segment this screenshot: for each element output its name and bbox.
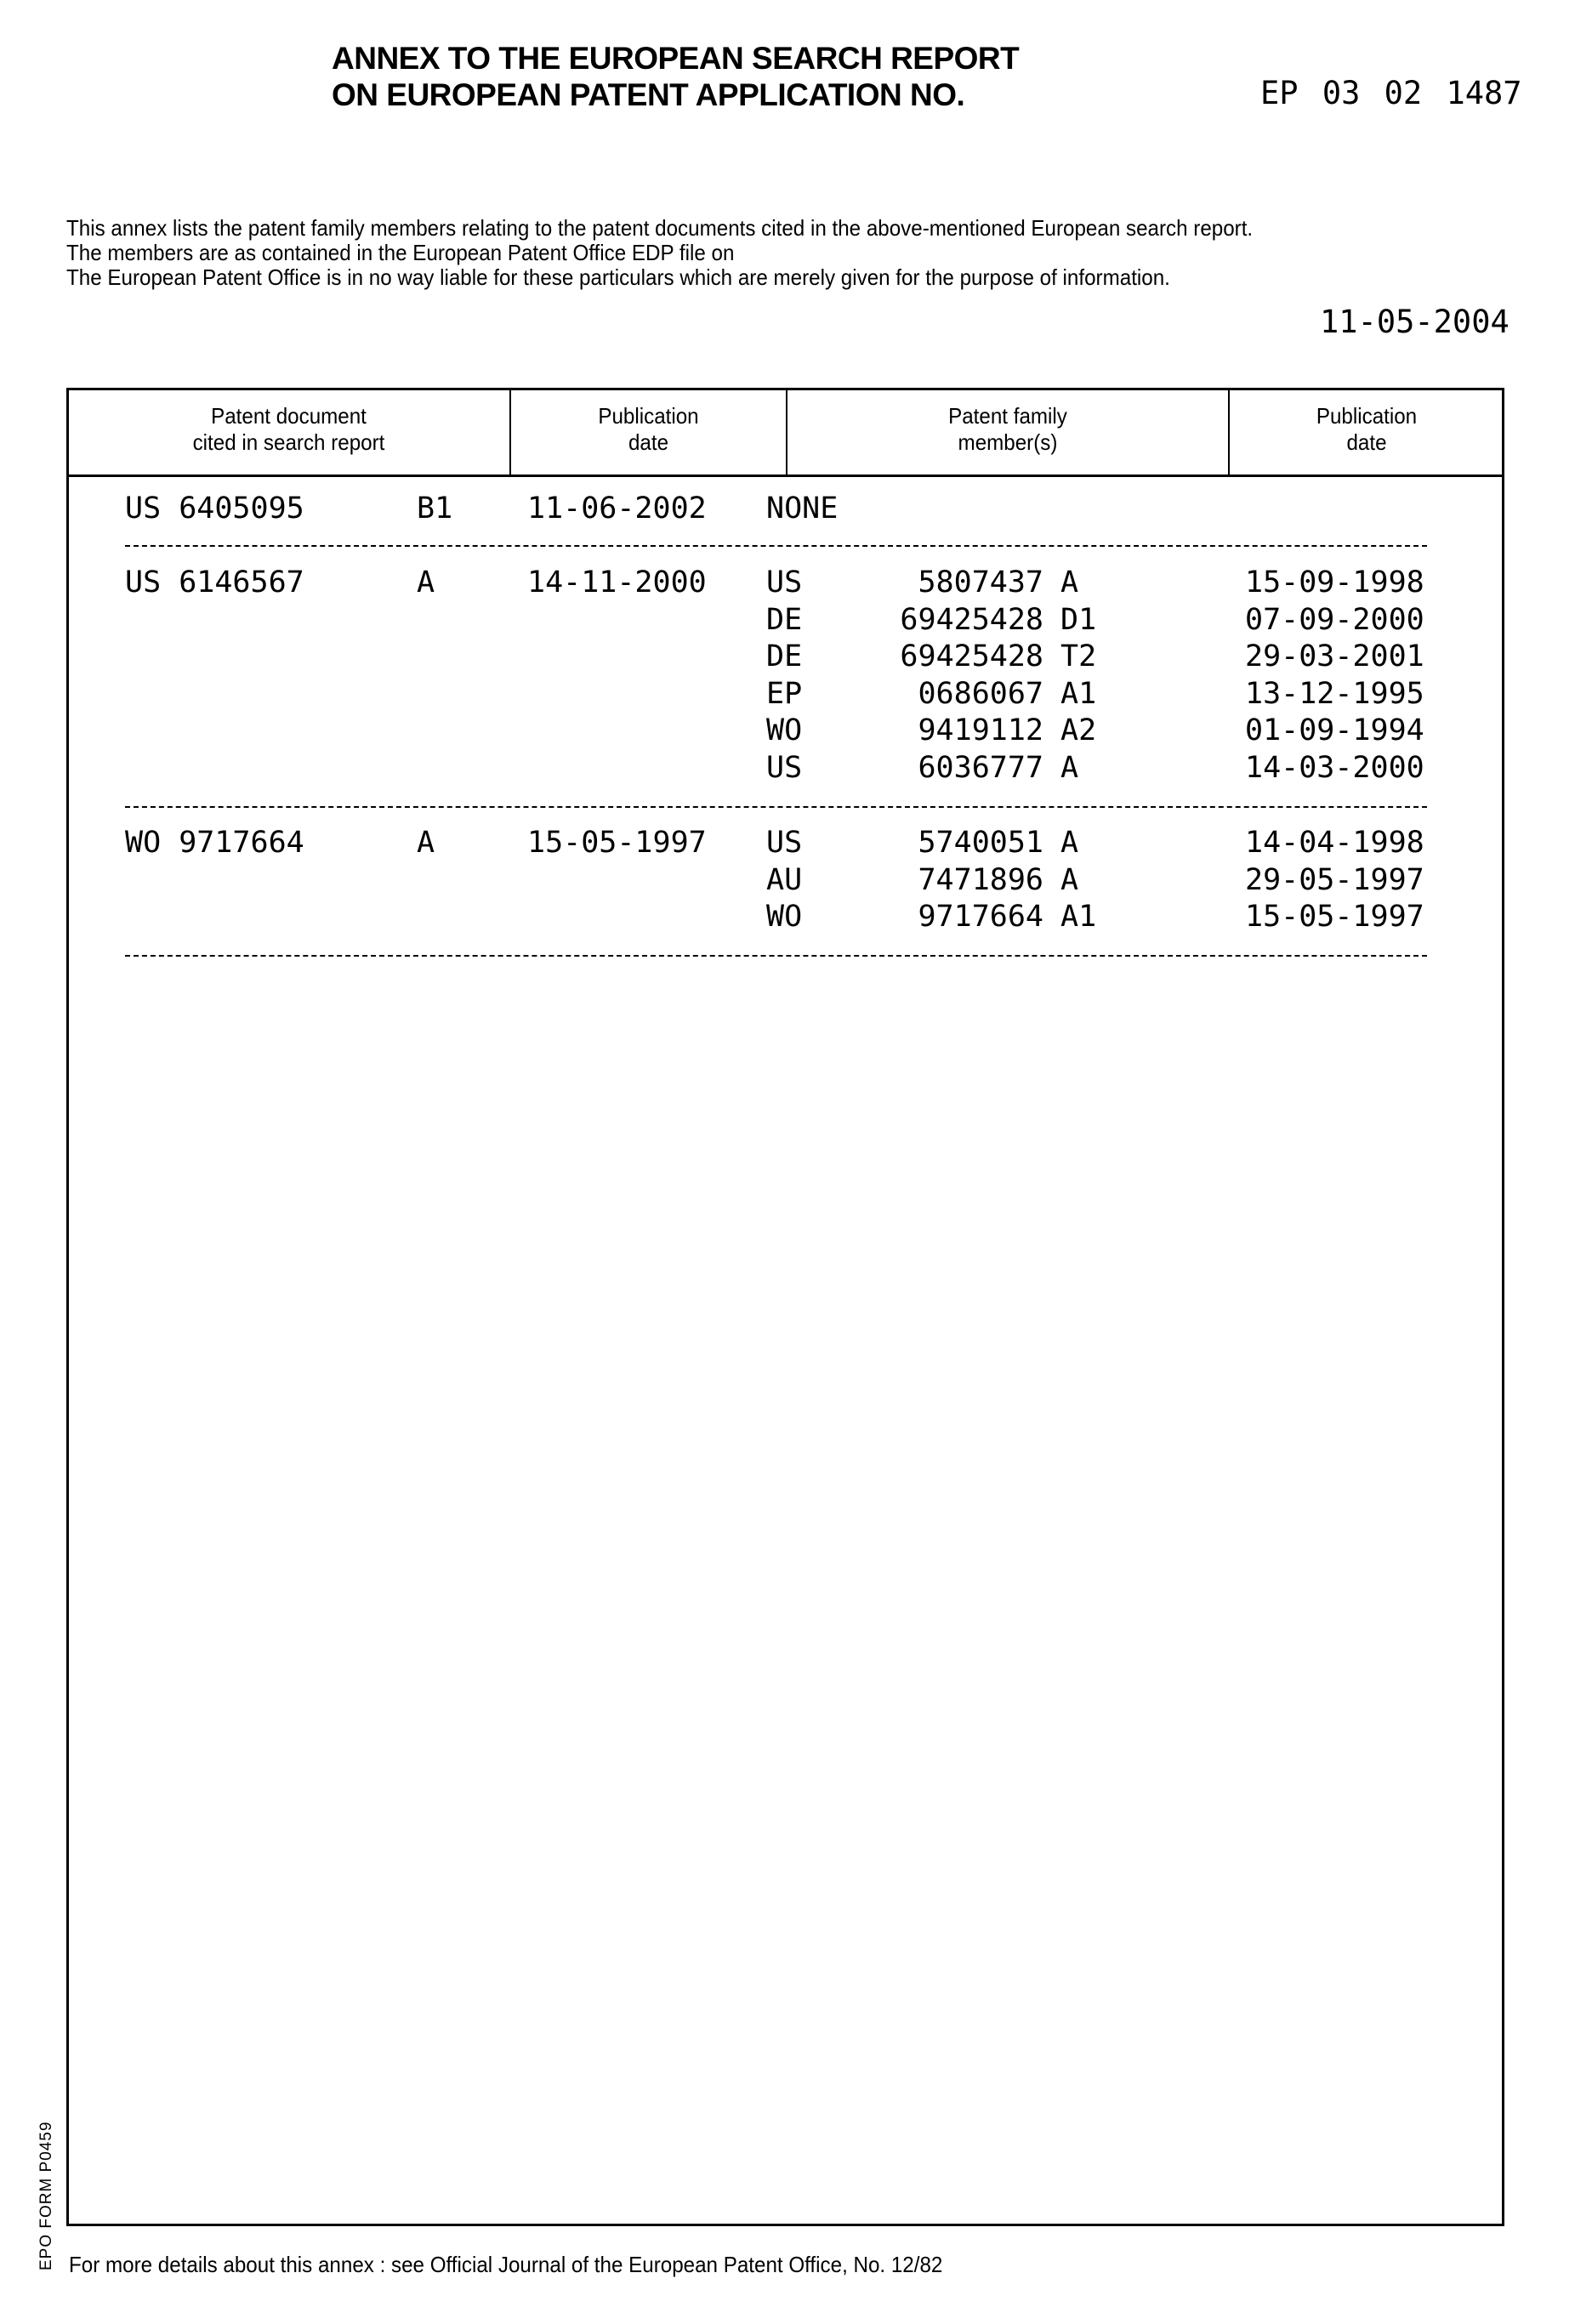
member-number: 6036777 bbox=[839, 751, 1043, 785]
header-text: Publication bbox=[1239, 403, 1493, 429]
member-country: US bbox=[766, 565, 802, 599]
member-date: 29-05-1997 bbox=[1245, 863, 1424, 897]
cited-kind: A bbox=[417, 826, 435, 860]
member-country: EP bbox=[766, 677, 802, 711]
member-date: 01-09-1994 bbox=[1245, 713, 1424, 747]
column-divider bbox=[509, 388, 511, 476]
header-text: date bbox=[520, 429, 776, 456]
cited-date: 15-05-1997 bbox=[527, 826, 707, 860]
member-date: 14-04-1998 bbox=[1245, 826, 1424, 860]
member-date: 29-03-2001 bbox=[1245, 639, 1424, 673]
member-country: WO bbox=[766, 900, 802, 934]
header-text: Patent family bbox=[803, 403, 1213, 429]
header-patent-document: Patent document cited in search report bbox=[83, 403, 494, 456]
cited-date: 14-11-2000 bbox=[527, 565, 707, 599]
cited-document: WO 9717664 bbox=[125, 826, 304, 860]
member-country: NONE bbox=[766, 492, 838, 526]
dashed-separator bbox=[125, 806, 1427, 808]
member-kind: A bbox=[1060, 863, 1078, 897]
header-text: member(s) bbox=[803, 429, 1213, 456]
member-kind: D1 bbox=[1060, 603, 1096, 637]
cited-document: US 6405095 bbox=[125, 492, 304, 526]
dashed-separator bbox=[125, 545, 1427, 547]
report-date: 11-05-2004 bbox=[1320, 304, 1510, 340]
member-number: 69425428 bbox=[839, 639, 1043, 673]
member-country: US bbox=[766, 826, 802, 860]
header-text: Patent document bbox=[83, 403, 494, 429]
footer-note: For more details about this annex : see … bbox=[69, 2252, 942, 2278]
cited-date: 11-06-2002 bbox=[527, 492, 707, 526]
member-kind: A bbox=[1060, 826, 1078, 860]
dashed-separator bbox=[125, 955, 1427, 957]
member-country: US bbox=[766, 751, 802, 785]
member-number: 0686067 bbox=[839, 677, 1043, 711]
header-text: date bbox=[1239, 429, 1493, 456]
header-member-publication-date: Publication date bbox=[1239, 403, 1493, 456]
column-divider bbox=[786, 388, 787, 476]
application-number: EP 03 02 1487 bbox=[1260, 75, 1522, 111]
intro-line-2: The members are as contained in the Euro… bbox=[66, 240, 734, 266]
member-number: 69425428 bbox=[839, 603, 1043, 637]
header-text: Publication bbox=[520, 403, 776, 429]
column-divider bbox=[1228, 388, 1230, 476]
title-line-2: ON EUROPEAN PATENT APPLICATION NO. bbox=[332, 77, 964, 113]
cited-document: US 6146567 bbox=[125, 565, 304, 599]
member-number: 7471896 bbox=[839, 863, 1043, 897]
member-kind: A2 bbox=[1060, 713, 1096, 747]
member-date: 15-09-1998 bbox=[1245, 565, 1424, 599]
header-family-members: Patent family member(s) bbox=[803, 403, 1213, 456]
cited-kind: B1 bbox=[417, 492, 452, 526]
member-kind: A1 bbox=[1060, 900, 1096, 934]
member-date: 13-12-1995 bbox=[1245, 677, 1424, 711]
member-country: WO bbox=[766, 713, 802, 747]
member-kind: A bbox=[1060, 565, 1078, 599]
header-publication-date: Publication date bbox=[520, 403, 776, 456]
member-date: 15-05-1997 bbox=[1245, 900, 1424, 934]
intro-line-1: This annex lists the patent family membe… bbox=[66, 215, 1253, 241]
cited-kind: A bbox=[417, 565, 435, 599]
form-id: EPO FORM P0459 bbox=[37, 2121, 56, 2270]
member-kind: T2 bbox=[1060, 639, 1096, 673]
member-number: 9717664 bbox=[839, 900, 1043, 934]
member-number: 5807437 bbox=[839, 565, 1043, 599]
member-country: DE bbox=[766, 603, 802, 637]
intro-line-3: The European Patent Office is in no way … bbox=[66, 264, 1170, 291]
member-number: 9419112 bbox=[839, 713, 1043, 747]
member-number: 5740051 bbox=[839, 826, 1043, 860]
member-date: 07-09-2000 bbox=[1245, 603, 1424, 637]
member-kind: A bbox=[1060, 751, 1078, 785]
member-kind: A1 bbox=[1060, 677, 1096, 711]
member-date: 14-03-2000 bbox=[1245, 751, 1424, 785]
header-text: cited in search report bbox=[83, 429, 494, 456]
title-line-1: ANNEX TO THE EUROPEAN SEARCH REPORT bbox=[332, 41, 1019, 77]
member-country: DE bbox=[766, 639, 802, 673]
member-country: AU bbox=[766, 863, 802, 897]
